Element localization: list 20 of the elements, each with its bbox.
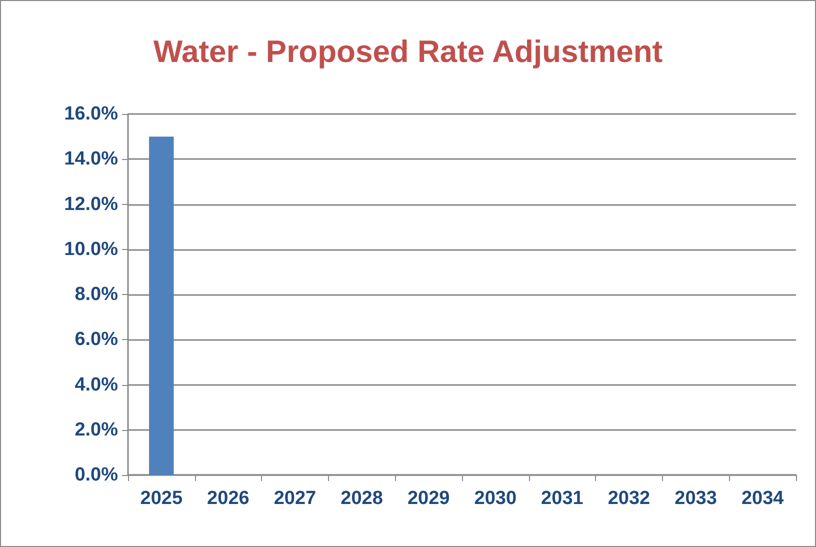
x-tick-label: 2026 [207, 488, 250, 509]
y-tick-label: 16.0% [64, 104, 118, 124]
y-tick-label: 0.0% [74, 464, 118, 486]
y-tick-label: 8.0% [74, 284, 118, 305]
y-tick-label: 12.0% [64, 194, 118, 215]
y-tick-label: 10.0% [64, 238, 118, 260]
y-tick-label: 2.0% [74, 419, 118, 440]
y-tick-label: 6.0% [74, 329, 118, 350]
x-tick-label: 2033 [674, 488, 717, 509]
x-tick-label: 2034 [741, 488, 784, 509]
x-tick-label: 2028 [340, 488, 383, 509]
y-tick-label: 4.0% [74, 374, 118, 396]
x-tick-label: 2030 [474, 488, 517, 509]
x-tick-label: 2031 [541, 488, 584, 509]
x-tick-label: 2027 [274, 488, 316, 509]
x-tick-label: 2025 [140, 488, 183, 509]
x-tick-label: 2029 [407, 488, 450, 509]
y-tick-label: 14.0% [64, 148, 118, 170]
x-tick-label: 2032 [608, 488, 650, 509]
chart-title: Water - Proposed Rate Adjustment [153, 34, 663, 69]
